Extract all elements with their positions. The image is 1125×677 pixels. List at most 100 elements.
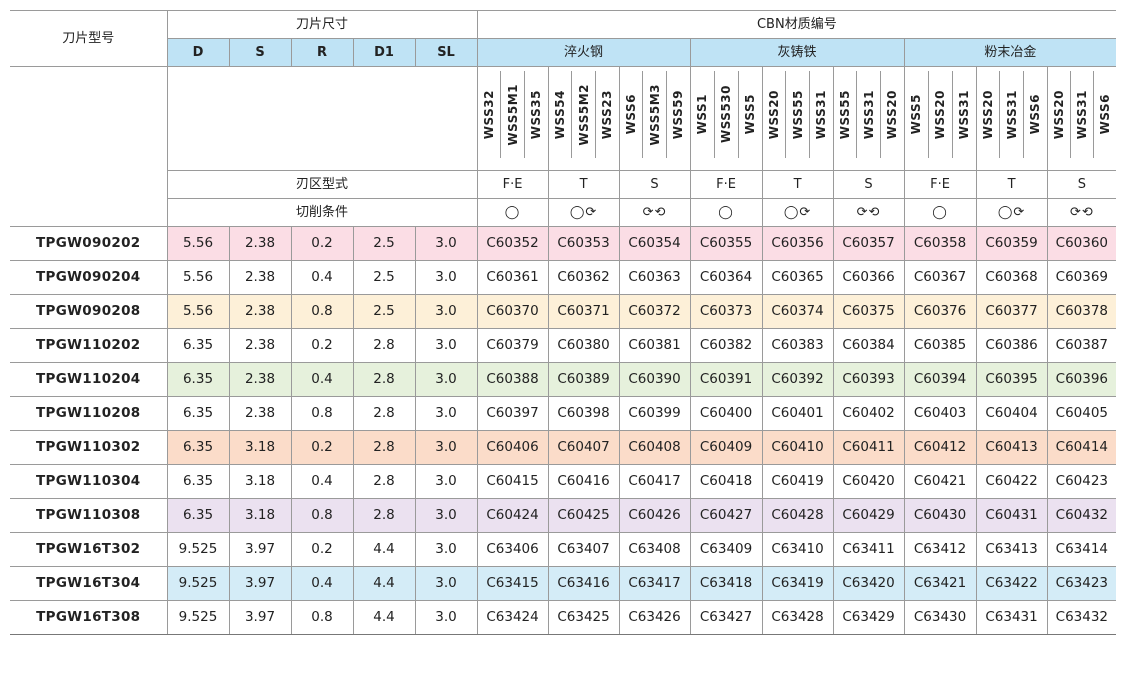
cbn-code-cell: C60406 — [476, 430, 549, 465]
material-code-group: WSS1 WSS530 WSS5 — [689, 66, 763, 171]
dimension-cell: 3.0 — [414, 566, 478, 601]
insert-spec-table: 刀片型号 刀片尺寸 CBN材质编号 D S R D1 SL 淬火钢 灰铸铁 粉末… — [10, 10, 1117, 635]
material-code: WSS5 — [909, 94, 924, 135]
cbn-code-cell: C60354 — [618, 226, 691, 261]
cutting-condition-icon: ⟳⟲ — [1046, 198, 1117, 227]
dimension-cell: 5.56 — [166, 294, 230, 329]
model-cell: TPGW110308 — [10, 498, 168, 533]
cbn-code-cell: C63407 — [547, 532, 620, 567]
table-row: TPGW110304 6.35 3.18 0.4 2.8 3.0 C60415 C60416 C… — [10, 464, 1117, 499]
dimension-cell: 9.525 — [166, 532, 230, 567]
cbn-code-cell: C60418 — [689, 464, 763, 499]
cbn-code-cell: C60368 — [975, 260, 1048, 295]
cbn-code-cell: C60356 — [761, 226, 834, 261]
cbn-code-cell: C60357 — [832, 226, 905, 261]
table-row: TPGW16T304 9.525 3.97 0.4 4.4 3.0 C63415 C63416… — [10, 566, 1117, 601]
cbn-code-cell: C63424 — [476, 600, 549, 635]
dimension-cell: 0.2 — [290, 226, 354, 261]
dimension-cell: 0.4 — [290, 464, 354, 499]
cbn-code-cell: C60404 — [975, 396, 1048, 431]
dimension-cell: 0.4 — [290, 260, 354, 295]
edge-type-cell: T — [761, 170, 834, 199]
cbn-code-cell: C60399 — [618, 396, 691, 431]
cbn-code-cell: C60391 — [689, 362, 763, 397]
cbn-code-cell: C60367 — [903, 260, 977, 295]
cbn-code-cell: C60408 — [618, 430, 691, 465]
material-code: WSS1 — [695, 94, 710, 135]
table-row: TPGW110208 6.35 2.38 0.8 2.8 3.0 C60397 C60398 C… — [10, 396, 1117, 431]
table-row: TPGW16T308 9.525 3.97 0.8 4.4 3.0 C63424 C63425… — [10, 600, 1117, 635]
material-code-group: WSS6 WSS5M3 WSS59 — [618, 66, 691, 171]
table-row: TPGW090202 5.56 2.38 0.2 2.5 3.0 C60352 C60353 C… — [10, 226, 1117, 261]
cbn-code-cell: C60419 — [761, 464, 834, 499]
dimension-cell: 6.35 — [166, 396, 230, 431]
cbn-code-cell: C60416 — [547, 464, 620, 499]
model-cell: TPGW16T304 — [10, 566, 168, 601]
cutting-condition-icon: ◯ — [903, 198, 977, 227]
dim-col-sl: SL — [414, 38, 478, 67]
dimension-cell: 6.35 — [166, 498, 230, 533]
cbn-code-cell: C63414 — [1046, 532, 1117, 567]
cbn-code-cell: C60382 — [689, 328, 763, 363]
dimension-cell: 9.525 — [166, 566, 230, 601]
model-cell: TPGW110204 — [10, 362, 168, 397]
cutting-condition-label: 切削条件 — [166, 198, 478, 227]
cbn-code-cell: C60373 — [689, 294, 763, 329]
material-code-group: WSS32 WSS5M1 WSS35 — [476, 66, 549, 171]
dimension-cell: 3.0 — [414, 260, 478, 295]
cbn-code-cell: C60405 — [1046, 396, 1117, 431]
dimension-cell: 3.0 — [414, 464, 478, 499]
cbn-code-cell: C60362 — [547, 260, 620, 295]
dimension-cell: 3.0 — [414, 498, 478, 533]
material-code: WSS20 — [885, 89, 900, 140]
dim-col-d: D — [166, 38, 230, 67]
dimension-cell: 0.4 — [290, 362, 354, 397]
cbn-code-cell: C60390 — [618, 362, 691, 397]
cbn-code-cell: C60411 — [832, 430, 905, 465]
table-row: TPGW110308 6.35 3.18 0.8 2.8 3.0 C60424 C60425 C… — [10, 498, 1117, 533]
edge-type-cell: S — [832, 170, 905, 199]
dimension-cell: 3.97 — [228, 566, 292, 601]
dimension-cell: 2.5 — [352, 294, 416, 329]
cbn-code-cell: C63430 — [903, 600, 977, 635]
table-row: TPGW110202 6.35 2.38 0.2 2.8 3.0 C60379 C60380 C… — [10, 328, 1117, 363]
material-code: WSS31 — [1004, 89, 1019, 140]
cbn-code-cell: C60415 — [476, 464, 549, 499]
cutting-condition-icon: ◯⟳ — [975, 198, 1048, 227]
dimension-cell: 2.38 — [228, 260, 292, 295]
cbn-code-cell: C60380 — [547, 328, 620, 363]
dimension-cell: 3.0 — [414, 430, 478, 465]
dimension-cell: 2.38 — [228, 396, 292, 431]
cbn-code-cell: C60421 — [903, 464, 977, 499]
material-code-group: WSS20 WSS31 WSS6 — [975, 66, 1048, 171]
cbn-code-cell: C60355 — [689, 226, 763, 261]
dims-spacer — [166, 66, 478, 171]
material-code: WSS6 — [623, 94, 638, 135]
group-hardened-steel: 淬火钢 — [476, 38, 691, 67]
model-cell: TPGW090208 — [10, 294, 168, 329]
cbn-code-cell: C60417 — [618, 464, 691, 499]
material-code-group: WSS20 WSS31 WSS6 — [1046, 66, 1117, 171]
dimension-cell: 0.8 — [290, 600, 354, 635]
material-code: WSS6 — [1028, 94, 1043, 135]
dimension-cell: 3.18 — [228, 498, 292, 533]
material-code: WSS35 — [529, 89, 544, 140]
dims-header: 刀片尺寸 — [166, 10, 478, 39]
cbn-code-cell: C60388 — [476, 362, 549, 397]
cbn-code-cell: C60425 — [547, 498, 620, 533]
model-header-spacer-3 — [10, 198, 168, 227]
cbn-code-cell: C60383 — [761, 328, 834, 363]
cbn-code-cell: C60352 — [476, 226, 549, 261]
dimension-cell: 3.18 — [228, 430, 292, 465]
edge-type-cell: T — [547, 170, 620, 199]
group-powder-metallurgy: 粉末冶金 — [903, 38, 1117, 67]
cbn-code-cell: C60413 — [975, 430, 1048, 465]
cbn-code-cell: C63419 — [761, 566, 834, 601]
dimension-cell: 0.2 — [290, 430, 354, 465]
cbn-code-cell: C60393 — [832, 362, 905, 397]
cbn-code-cell: C60397 — [476, 396, 549, 431]
dimension-cell: 3.0 — [414, 226, 478, 261]
cbn-code-cell: C60387 — [1046, 328, 1117, 363]
material-code: WSS55 — [790, 89, 805, 140]
cbn-code-cell: C60395 — [975, 362, 1048, 397]
